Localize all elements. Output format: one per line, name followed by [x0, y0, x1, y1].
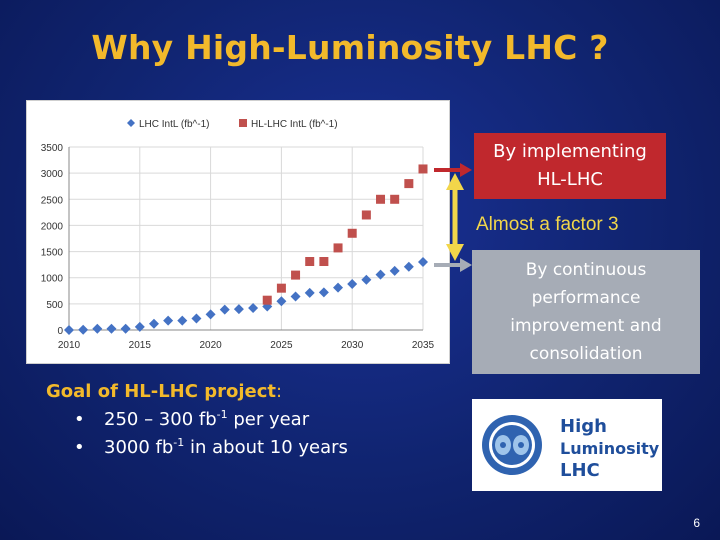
lhc-data-point	[389, 265, 400, 276]
goal-bullet-text: 3000 fb	[104, 437, 174, 458]
logo-line-1: High	[560, 416, 607, 437]
goal-bullet-sup: -1	[173, 436, 185, 449]
y-tick-label: 1500	[41, 248, 64, 259]
y-tick-label: 3500	[41, 143, 64, 154]
lhc-data-point	[290, 291, 301, 302]
legend-marker-hllhc	[239, 119, 247, 127]
logo-line-3: LHC	[560, 460, 600, 481]
goal-section: Goal of HL-LHC project: • 250 – 300 fb-1 …	[46, 378, 466, 462]
hllhc-data-point	[319, 257, 329, 267]
lhc-data-point	[191, 313, 202, 324]
chart-svg: 0 500 1000 1500 2000 2500 3000 3500 2010 2015 2020…	[41, 119, 435, 351]
goal-bullet-item: • 250 – 300 fb-1 per year	[74, 406, 466, 434]
hllhc-data-point	[347, 228, 357, 238]
bullet-icon: •	[74, 409, 85, 430]
red-arrow-icon	[434, 163, 472, 177]
lhc-data-point	[418, 257, 428, 268]
lhc-data-point	[248, 303, 259, 314]
hllhc-data-point	[390, 194, 400, 204]
logo-line-2-text: Luminosity	[560, 439, 660, 458]
gray-arrow-icon	[434, 258, 472, 272]
legend-entry: HL-LHC IntL (fb^-1)	[251, 119, 338, 130]
y-tick-label: 2500	[41, 195, 64, 206]
x-tick-label: 2025	[270, 340, 293, 351]
goal-heading-colon: :	[275, 381, 283, 402]
logo-line-2: Luminosity	[560, 439, 660, 458]
goal-bullet-list: • 250 – 300 fb-1 per year • 3000 fb-1 in a…	[46, 406, 466, 462]
goal-bullet-sup: -1	[216, 408, 228, 421]
lhc-data-point	[148, 318, 159, 329]
lhc-data-point	[403, 261, 414, 272]
lhc-data-point	[233, 304, 244, 315]
lhc-data-point	[177, 315, 188, 326]
hllhc-data-point	[305, 257, 315, 267]
lhc-data-point	[64, 325, 74, 335]
lhc-data-point	[205, 309, 216, 320]
x-tick-label: 2035	[412, 340, 435, 351]
goal-heading: Goal of HL-LHC project:	[46, 378, 466, 406]
y-tick-label: 2000	[41, 221, 64, 232]
factor-three-callout: Almost a factor 3	[476, 214, 619, 235]
double-arrow-down-head	[446, 244, 464, 261]
hllhc-data-point	[404, 179, 414, 189]
lhc-data-point	[318, 287, 329, 298]
hllhc-data-point	[276, 283, 286, 293]
lhc-data-point	[92, 323, 103, 334]
hllhc-data-point	[376, 194, 386, 204]
x-tick-label: 2015	[129, 340, 152, 351]
continuous-improvement-callout: By continuous performance improvement an…	[472, 250, 700, 374]
legend-entry: LHC IntL (fb^-1)	[139, 119, 209, 130]
lhc-data-point	[304, 287, 315, 298]
lhc-data-point	[163, 315, 174, 326]
slide-title: Why High-Luminosity LHC ?	[91, 28, 609, 67]
implementing-hllhc-callout: By implementing HL-LHC	[474, 133, 666, 199]
y-tick-label: 3000	[41, 169, 64, 180]
bullet-icon: •	[74, 437, 85, 458]
double-arrow-up-head	[446, 173, 464, 190]
lhc-data-point	[106, 323, 117, 334]
x-tick-label: 2030	[341, 340, 364, 351]
lhc-data-point	[333, 282, 344, 293]
page-number: 6	[693, 516, 700, 530]
lhc-data-point	[361, 274, 372, 285]
hl-lhc-logo: High Luminosity LHC	[472, 399, 662, 491]
goal-bullet-text-end: per year	[227, 409, 310, 430]
goal-bullet-text-end: in about 10 years	[184, 437, 348, 458]
lhc-data-point	[78, 324, 89, 335]
hllhc-data-point	[418, 164, 428, 174]
hllhc-data-point	[262, 295, 272, 305]
hllhc-data-point	[333, 243, 343, 253]
lhc-data-point	[276, 296, 287, 307]
y-tick-label: 1000	[41, 274, 64, 285]
luminosity-chart: 0 500 1000 1500 2000 2500 3000 3500 2010 2015 2020…	[26, 100, 450, 364]
x-tick-label: 2020	[199, 340, 222, 351]
y-tick-label: 0	[57, 326, 63, 337]
hllhc-data-point	[291, 270, 301, 280]
lhc-data-point	[219, 304, 230, 315]
lhc-data-point	[120, 323, 131, 334]
goal-bullet-item: • 3000 fb-1 in about 10 years	[74, 434, 466, 462]
lhc-data-point	[375, 269, 386, 280]
hllhc-data-point	[361, 210, 371, 220]
lhc-data-point	[347, 278, 358, 289]
x-tick-label: 2010	[58, 340, 81, 351]
goal-bullet-text: 250 – 300 fb	[104, 409, 217, 430]
lhc-data-point	[134, 321, 145, 332]
legend-marker-lhc	[127, 119, 135, 127]
goal-heading-text: Goal of HL-LHC project	[46, 381, 276, 402]
hl-lhc-logo-graphic: High Luminosity LHC	[482, 415, 660, 481]
y-tick-label: 500	[46, 300, 63, 311]
